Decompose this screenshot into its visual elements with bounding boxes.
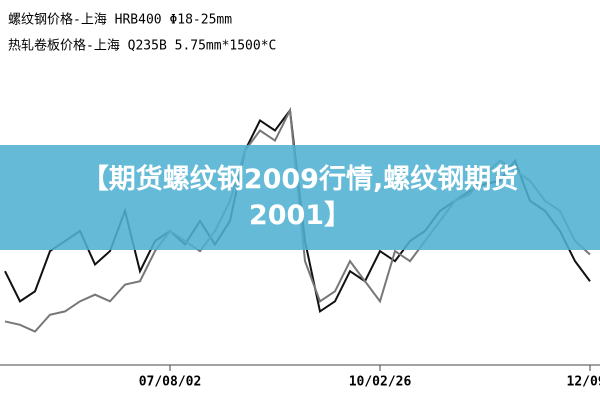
- legend-entry: 螺纹钢价格-上海 HRB400 Φ18-25mm: [8, 12, 232, 28]
- legend-entry: 热轧卷板价格-上海 Q235B 5.75mm*1500*C: [8, 38, 276, 54]
- x-tick-label: 10/02/26: [349, 375, 412, 390]
- chart-title: 【期货螺纹钢2009行情,螺纹钢期货2001】: [81, 163, 519, 231]
- x-tick-label: 12/09/: [567, 375, 600, 390]
- banner: 【期货螺纹钢2009行情,螺纹钢期货2001】: [0, 145, 600, 250]
- x-tick-label: 07/08/02: [139, 375, 202, 390]
